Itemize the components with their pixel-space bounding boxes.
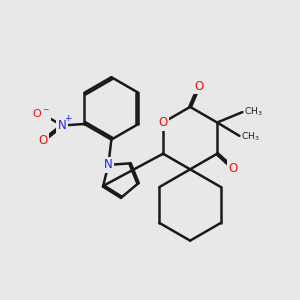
Text: N: N — [58, 119, 66, 132]
Text: O: O — [229, 162, 238, 175]
Text: CH$_3$: CH$_3$ — [241, 130, 260, 143]
Text: +: + — [64, 114, 71, 123]
Text: O: O — [194, 80, 204, 93]
Text: O: O — [158, 116, 168, 129]
Text: CH$_3$: CH$_3$ — [244, 105, 262, 118]
Text: O: O — [38, 134, 47, 147]
Text: O$^-$: O$^-$ — [32, 107, 50, 119]
Text: N: N — [104, 158, 113, 171]
